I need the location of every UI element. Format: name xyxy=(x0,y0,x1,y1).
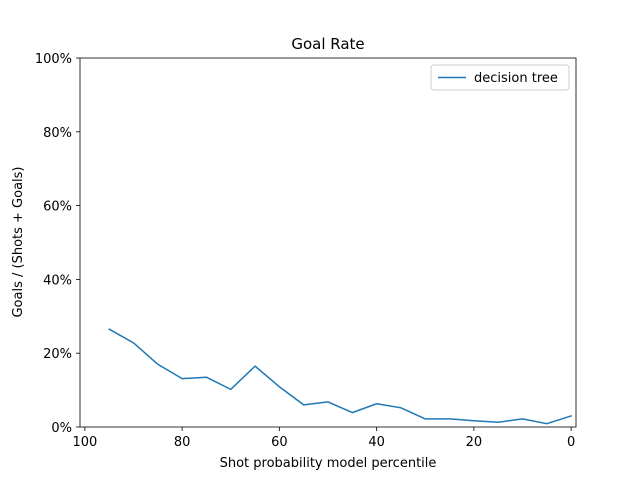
y-tick-label: 60% xyxy=(43,200,72,215)
y-axis-title: Goals / (Shots + Goals) xyxy=(11,166,26,317)
x-tick-label: 40 xyxy=(368,435,385,450)
x-tick-label: 60 xyxy=(271,435,288,450)
legend: decision tree xyxy=(430,64,570,91)
x-tick-label: 100 xyxy=(72,435,97,450)
y-tick-label: 80% xyxy=(43,126,72,141)
chart-title: Goal Rate xyxy=(291,35,364,53)
axes: 100 80 60 40 20 0 0% 20% 40% 60% 80% 100% xyxy=(35,52,577,450)
x-tick-label: 0 xyxy=(567,435,575,450)
y-tick-label: 40% xyxy=(43,273,72,288)
x-axis-title: Shot probability model percentile xyxy=(220,456,437,471)
axes-frame xyxy=(79,57,577,428)
legend-box xyxy=(430,64,570,91)
series-line-0 xyxy=(108,328,573,425)
x-tick-label: 20 xyxy=(466,435,483,450)
legend-label-0: decision tree xyxy=(474,71,558,86)
y-tick-label: 0% xyxy=(51,421,72,436)
y-tick-label: 20% xyxy=(43,347,72,362)
y-tick-label: 100% xyxy=(35,52,72,67)
x-tick-label: 80 xyxy=(174,435,191,450)
plot-area xyxy=(108,328,573,425)
